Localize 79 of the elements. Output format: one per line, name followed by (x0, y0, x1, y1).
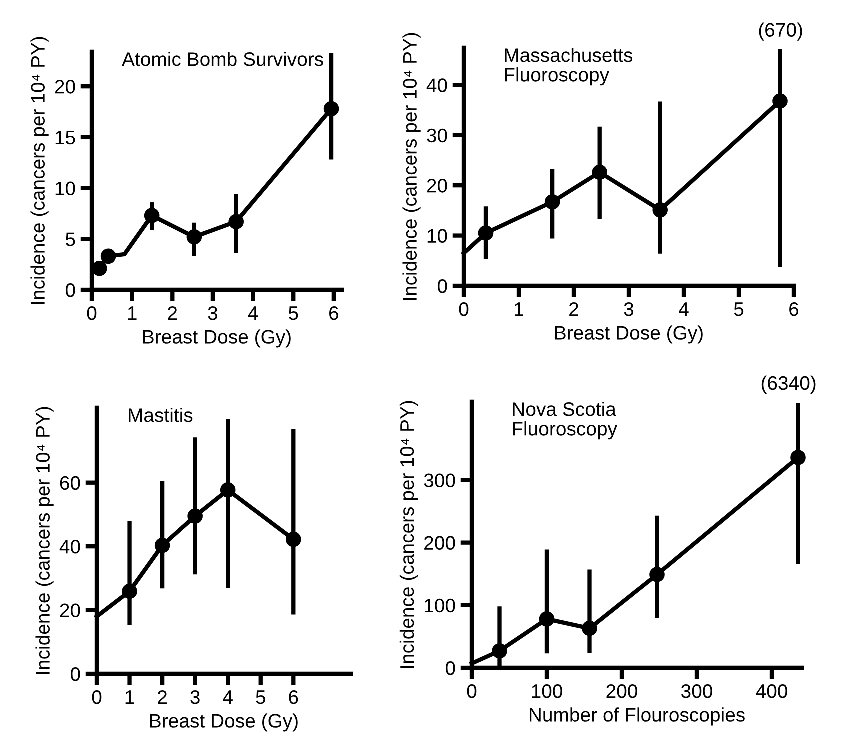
y-tick-label: 0 (438, 279, 448, 294)
point (100, 248, 116, 264)
point (154, 538, 170, 554)
y-tick-label: 20 (427, 179, 448, 193)
x-tick-label: 300 (682, 684, 712, 698)
point (92, 261, 108, 276)
chart-title: Atomic Bomb Survivors (122, 52, 324, 66)
x-tick-label: 1 (515, 302, 524, 316)
x-tick-label: 3 (208, 306, 218, 320)
x-tick-label: 5 (734, 302, 744, 316)
x-tick-label: 4 (223, 690, 233, 704)
x-tick-label: 2 (158, 690, 167, 704)
x-tick-label: 100 (532, 684, 562, 698)
point (188, 508, 203, 524)
point (772, 94, 788, 109)
y-tick-label: 0 (446, 661, 456, 676)
y-tick-label: 100 (425, 598, 456, 613)
point (478, 226, 494, 241)
x-axis-title: Breast Dose (Gy) (150, 714, 298, 732)
x-tick-label: 1 (126, 690, 134, 704)
y-tick-label: 20 (60, 604, 80, 618)
y-tick-label: 20 (55, 80, 76, 94)
y-tick-label: 10 (428, 229, 448, 244)
x-tick-label: 5 (288, 306, 298, 320)
x-tick-label: 2 (570, 302, 578, 316)
y-tick-label: 300 (424, 474, 456, 488)
y-tick-label: 5 (66, 232, 76, 246)
y-axis-title: Incidence (cancers per 10⁴ PY) (402, 33, 421, 300)
y-tick-label: 30 (427, 128, 448, 143)
x-tick-label: 5 (256, 690, 266, 704)
point (492, 643, 508, 659)
point (544, 194, 560, 210)
x-tick-label: 4 (248, 306, 258, 320)
point (582, 620, 598, 636)
y-tick-label: 40 (60, 540, 80, 554)
chart-title: Nova Scotia Fluoroscopy (513, 402, 618, 440)
point (790, 450, 806, 466)
text: (670) (759, 22, 802, 41)
x-tick-label: 4 (679, 302, 689, 316)
x-tick-label: 400 (756, 684, 788, 698)
y-axis-title: Incidence (cancers per 10⁴ PY) (36, 407, 54, 674)
x-tick-label: 0 (467, 684, 477, 698)
point (539, 612, 555, 627)
y-axis-title: Incidence (cancers per 10⁴ PY) (400, 401, 418, 668)
x-tick-label: 2 (168, 306, 178, 320)
x-axis-title: Number of Flouroscopies (530, 708, 745, 726)
x-axis-title: Breast Dose (Gy) (144, 330, 291, 348)
point (652, 202, 668, 218)
y-tick-label: 200 (424, 536, 456, 550)
point (186, 229, 202, 245)
point (286, 532, 302, 548)
point (650, 567, 665, 582)
y-tick-label: 10 (56, 182, 76, 196)
y-tick-label: 40 (426, 78, 448, 92)
x-tick-label: 0 (92, 690, 102, 704)
x-axis-title: Breast Dose (Gy) (556, 326, 703, 344)
x-tick-label: 0 (87, 306, 97, 320)
y-tick-label: 0 (66, 283, 76, 298)
x-tick-label: 6 (330, 306, 338, 320)
y-tick-label: 0 (70, 667, 80, 682)
chart-title: Mastitis (129, 408, 193, 422)
x-tick-label: 6 (790, 302, 799, 316)
x-tick-label: 3 (190, 690, 200, 704)
point (324, 101, 340, 117)
point (228, 214, 244, 230)
point (144, 208, 160, 224)
y-tick-label: 60 (60, 476, 80, 490)
text: (6340) (762, 376, 816, 394)
y-axis-title: Incidence (cancers per 10⁴ PY) (30, 37, 49, 304)
x-tick-label: 200 (606, 684, 638, 698)
x-tick-label: 0 (459, 302, 469, 316)
chart-title: Massachusetts Fluoroscopy (505, 48, 633, 86)
y-tick-label: 15 (56, 131, 76, 145)
point (592, 164, 608, 180)
x-tick-label: 1 (128, 306, 137, 320)
point (122, 584, 138, 600)
x-tick-label: 6 (289, 690, 298, 704)
x-tick-label: 3 (624, 302, 634, 316)
point (220, 482, 236, 498)
